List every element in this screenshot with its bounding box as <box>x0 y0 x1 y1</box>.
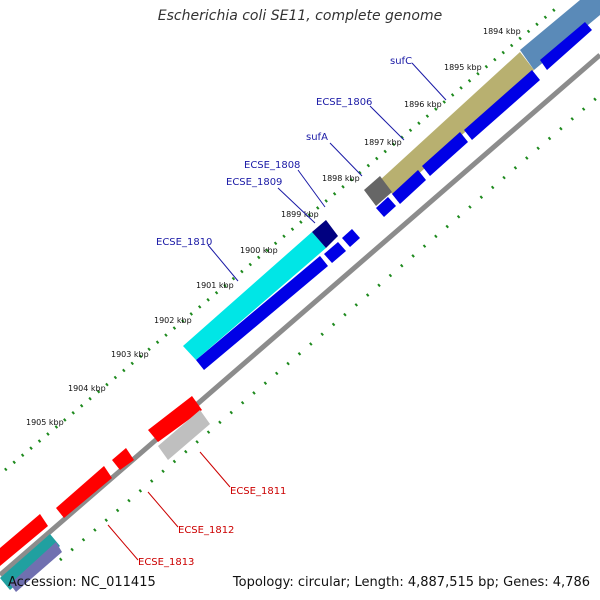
label-ECSE_1806[interactable]: ECSE_1806 <box>316 97 372 108</box>
leader-ECSE_1810 <box>207 244 239 282</box>
band-olive <box>380 52 534 196</box>
leader-ECSE_1808 <box>297 169 326 208</box>
tick-1896: 1896 kbp <box>404 100 442 109</box>
gene-blue-2 <box>464 70 540 140</box>
tick-1900: 1900 kbp <box>240 246 278 255</box>
inner-dotted-ring <box>59 93 600 562</box>
band-gray <box>364 176 392 206</box>
gene-labels-reverse: ECSE_1811 ECSE_1812 ECSE_1813 <box>107 451 286 568</box>
gene-blue-4 <box>392 170 426 204</box>
tick-1899: 1899 kbp <box>281 210 319 219</box>
gene-blue-8 <box>196 256 328 370</box>
leader-ECSE_1811 <box>199 451 231 488</box>
leader-sufC <box>411 62 447 101</box>
backbone-arc <box>0 53 600 577</box>
leader-ECSE_1813 <box>107 524 139 561</box>
tick-1904: 1904 kbp <box>68 384 106 393</box>
band-steelblue <box>520 0 600 70</box>
band-navy <box>312 220 338 248</box>
label-ECSE_1808[interactable]: ECSE_1808 <box>244 160 300 171</box>
tick-1903: 1903 kbp <box>111 350 149 359</box>
map-title: Escherichia coli SE11, complete genome <box>157 8 443 24</box>
tick-1898: 1898 kbp <box>322 174 360 183</box>
label-ECSE_1810[interactable]: ECSE_1810 <box>156 237 212 248</box>
tick-1894: 1894 kbp <box>483 27 521 36</box>
label-ECSE_1813[interactable]: ECSE_1813 <box>138 557 194 568</box>
topology-text: Topology: circular; Length: 4,887,515 bp… <box>232 575 590 590</box>
gene-blue-1 <box>540 22 592 70</box>
gene-red-3 <box>56 466 112 518</box>
tick-1895: 1895 kbp <box>444 63 482 72</box>
label-sufA[interactable]: sufA <box>306 132 328 143</box>
reverse-genes <box>0 396 210 592</box>
leader-ECSE_1812 <box>147 491 179 528</box>
feature-band <box>183 0 600 360</box>
band-gray-lower <box>158 410 210 460</box>
gene-blue-6 <box>342 229 360 247</box>
tick-1901: 1901 kbp <box>196 281 234 290</box>
leader-sufA <box>329 142 363 177</box>
gene-red-1 <box>148 396 202 442</box>
leader-ECSE_1806 <box>369 105 405 141</box>
leader-ECSE_1809 <box>277 187 316 224</box>
tick-1905: 1905 kbp <box>26 418 64 427</box>
gene-blue-3 <box>422 132 468 176</box>
gene-red-2 <box>112 448 134 470</box>
band-cyan <box>183 232 326 360</box>
forward-genes <box>196 22 592 370</box>
label-ECSE_1812[interactable]: ECSE_1812 <box>178 525 234 536</box>
tick-labels: 1894 kbp 1895 kbp 1896 kbp 1897 kbp 1898… <box>26 27 521 427</box>
gene-blue-5 <box>376 197 396 217</box>
gene-red-4 <box>0 514 48 566</box>
outer-dotted-ring <box>4 3 561 472</box>
gene-labels-forward: sufC ECSE_1806 sufA ECSE_1808 ECSE_1809 … <box>156 56 447 282</box>
gene-blue-7 <box>324 242 346 263</box>
band-purple-lower <box>10 542 62 592</box>
band-teal-lower <box>0 534 60 590</box>
label-sufC[interactable]: sufC <box>390 56 412 67</box>
label-ECSE_1809[interactable]: ECSE_1809 <box>226 177 282 188</box>
tick-1897: 1897 kbp <box>364 138 402 147</box>
accession-text: Accession: NC_011415 <box>8 575 156 590</box>
tick-1902: 1902 kbp <box>154 316 192 325</box>
label-ECSE_1811[interactable]: ECSE_1811 <box>230 486 286 497</box>
